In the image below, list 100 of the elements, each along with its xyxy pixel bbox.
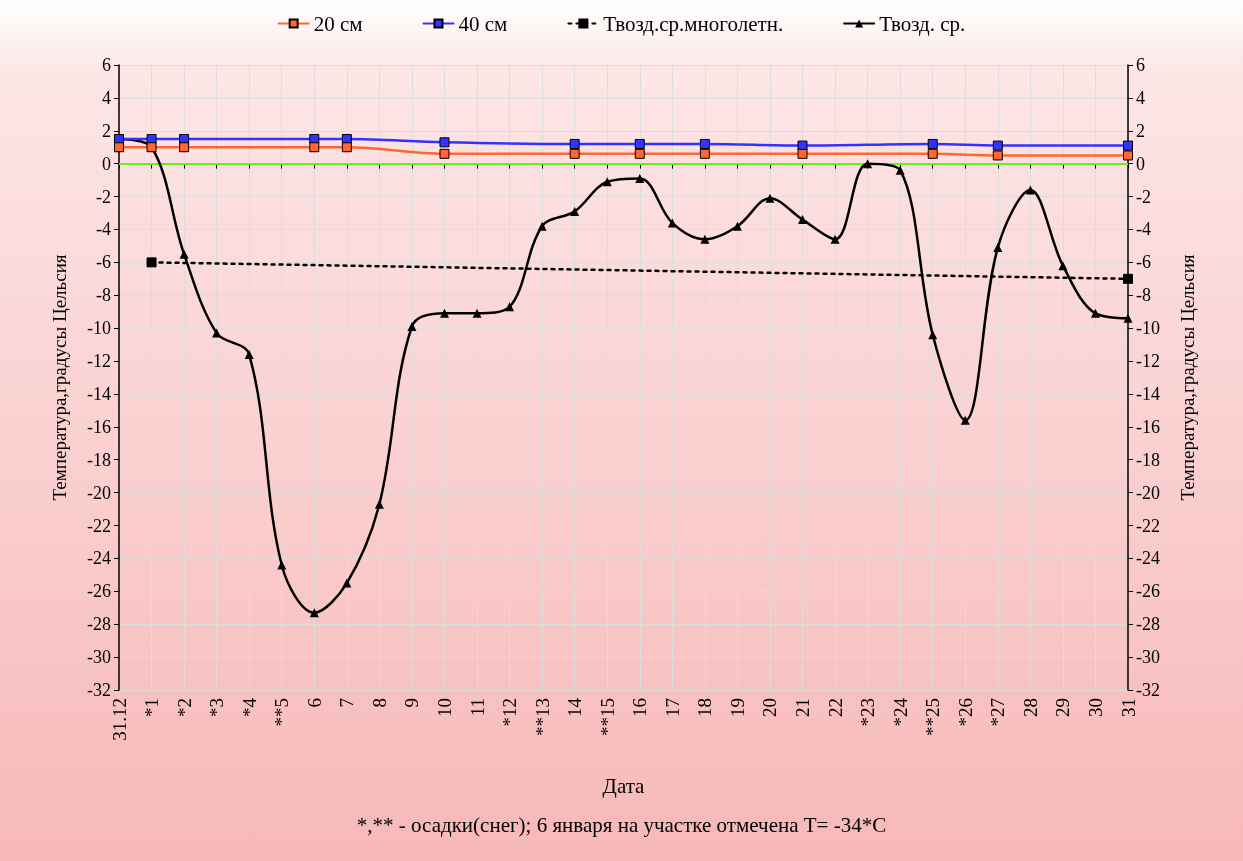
point: [179, 142, 190, 153]
x-tick-label: 18: [694, 698, 716, 717]
point: [505, 302, 515, 312]
y-tick-label: -8: [96, 285, 111, 306]
legend-label: Твозд. ср.: [879, 11, 966, 36]
point: [309, 142, 320, 153]
x-tick-label: 22: [824, 698, 846, 717]
point: [1123, 313, 1133, 323]
x-tick-label: *2: [173, 698, 195, 717]
point: [114, 142, 124, 153]
legend-label: Твозд.ср.многолетн.: [603, 11, 784, 36]
point: [634, 148, 645, 159]
point: [1025, 185, 1035, 195]
y2-tick-label: -4: [1136, 219, 1151, 240]
y-tick-label: 4: [102, 87, 111, 108]
y-tick-label: -12: [87, 351, 111, 372]
y2-tick-label: -12: [1136, 351, 1160, 372]
x-tick-label: *4: [238, 697, 260, 717]
x-tick-label: 11: [466, 698, 488, 717]
point: [700, 234, 710, 244]
point: [699, 138, 710, 149]
y2-tick-label: -16: [1136, 416, 1160, 437]
x-tick-label: 10: [433, 698, 455, 717]
point: [277, 560, 287, 570]
x-tick-label: *27: [987, 698, 1009, 727]
point: [439, 137, 450, 148]
x-tick-label: 17: [661, 698, 683, 717]
y2-tick-label: -8: [1136, 285, 1151, 306]
x-tick-label: 16: [629, 698, 651, 717]
point: [732, 221, 742, 231]
y2-tick-label: -24: [1136, 548, 1160, 569]
point: [635, 173, 645, 183]
y-tick-label: -20: [87, 482, 111, 503]
y2-tick-label: -2: [1136, 186, 1151, 207]
point: [1090, 308, 1100, 318]
x-tick-label: 7: [336, 698, 358, 708]
point: [569, 138, 580, 149]
y2-tick-label: 6: [1136, 55, 1145, 75]
point: [992, 150, 1003, 161]
y-tick-label: -30: [87, 647, 111, 668]
x-tick-label: 31: [1117, 698, 1139, 717]
x-axis-title: Дата: [602, 773, 646, 798]
point: [439, 308, 449, 318]
point: [570, 206, 580, 216]
y2-tick-label: -14: [1136, 383, 1160, 404]
y-tick-label: -28: [87, 614, 111, 635]
y-tick-label: -10: [87, 318, 111, 339]
x-tick-label: 9: [401, 698, 423, 708]
point: [472, 308, 482, 318]
y2-tick-label: 4: [1136, 87, 1145, 108]
y-tick-label: -32: [87, 680, 111, 700]
x-tick-label: 31.12: [108, 698, 130, 741]
point: [146, 257, 157, 268]
y2-tick-label: -18: [1136, 449, 1160, 470]
y2-tick-label: -28: [1136, 614, 1160, 635]
point: [537, 221, 547, 231]
point: [797, 148, 808, 159]
x-tick-label: *12: [499, 698, 521, 727]
y2-tick-label: -20: [1136, 482, 1160, 503]
x-tick-label: *26: [954, 698, 976, 727]
y-tick-label: 0: [102, 153, 111, 174]
point: [569, 148, 580, 159]
point: [342, 578, 352, 588]
point: [439, 148, 450, 159]
x-tick-label: *3: [206, 698, 228, 717]
point: [407, 322, 417, 332]
x-tick-label: **13: [531, 698, 553, 736]
point: [699, 148, 710, 159]
point: [1058, 261, 1068, 271]
x-tick-label: 20: [759, 698, 781, 717]
x-tick-label: 21: [792, 698, 814, 717]
y2-tick-label: -10: [1136, 318, 1160, 339]
x-tick-label: 8: [368, 698, 390, 708]
x-tick-label: 30: [1084, 698, 1106, 717]
point: [1123, 140, 1133, 151]
point: [244, 349, 254, 359]
point: [993, 243, 1003, 253]
y2-tick-label: -6: [1136, 252, 1151, 273]
y-tick-label: 6: [102, 55, 111, 75]
y-tick-label: -22: [87, 515, 111, 536]
point: [765, 193, 775, 203]
point: [179, 249, 189, 259]
y-axis-title: Температура,градусы Цельсия: [49, 254, 70, 501]
point: [992, 140, 1003, 151]
y-tick-label: -4: [96, 219, 111, 240]
x-tick-label: *24: [889, 697, 911, 727]
point: [1123, 150, 1133, 161]
y-tick-label: -2: [96, 186, 111, 207]
text: *,** - осадки(снег); 6 января на участке отмечена T= -34*C: [356, 812, 887, 837]
legend-label: 40 см: [458, 11, 508, 36]
point: [374, 499, 384, 509]
y2-axis-title: Температура,градусы Цельсия: [1177, 254, 1198, 501]
point: [341, 142, 352, 153]
y-tick-label: -24: [87, 548, 111, 569]
x-tick-label: *1: [141, 698, 163, 717]
legend-label: 20 см: [313, 11, 363, 36]
point: [927, 138, 938, 149]
point: [212, 328, 222, 338]
y-tick-label: 2: [102, 120, 111, 141]
x-tick-label: 19: [726, 698, 748, 717]
